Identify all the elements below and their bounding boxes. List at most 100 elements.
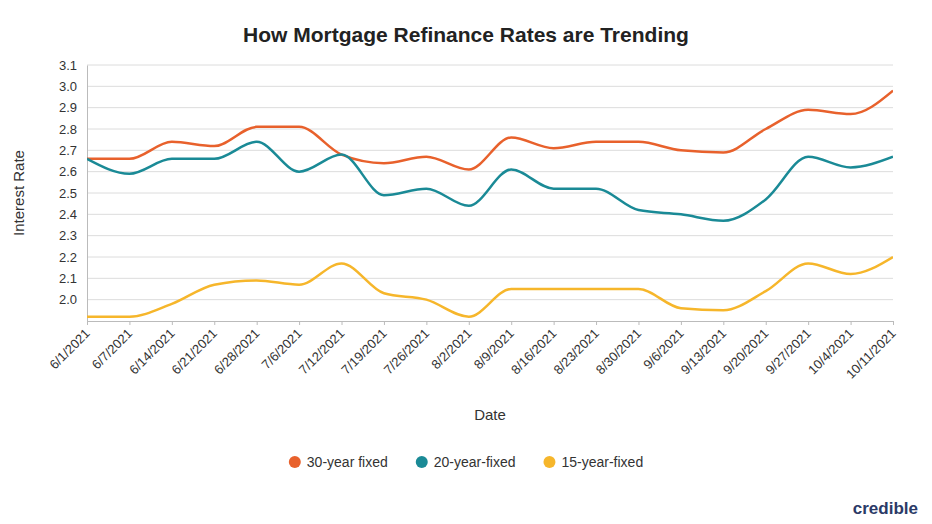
x-tick: 8/30/2021 bbox=[593, 321, 645, 377]
legend-item: 20-year-fixed bbox=[416, 454, 516, 470]
x-tick-mark bbox=[893, 321, 894, 325]
x-tick-label: 8/23/2021 bbox=[550, 326, 602, 378]
x-tick-mark bbox=[511, 321, 512, 325]
annotation: credible bbox=[853, 499, 918, 518]
y-tick: 2.9 bbox=[59, 100, 87, 115]
y-tick-label: 2.0 bbox=[59, 292, 77, 307]
x-tick-mark bbox=[851, 321, 852, 325]
legend-label: 15-year-fixed bbox=[561, 454, 643, 470]
y-tick: 3.1 bbox=[59, 58, 87, 73]
chart: 2.0 2.1 2.2 2.3 2.4 2.5 2.6 2.7 2.8 2.9 3.0 3.1 6/1/… bbox=[0, 0, 932, 524]
legend-item: 30-year fixed bbox=[289, 454, 388, 470]
y-tick: 2.1 bbox=[59, 271, 87, 286]
x-tick: 7/26/2021 bbox=[381, 321, 433, 377]
x-tick-label: 9/13/2021 bbox=[678, 326, 730, 378]
y-axis-title: Interest Rate bbox=[10, 150, 27, 236]
y-tick: 2.3 bbox=[59, 228, 87, 243]
x-tick-mark bbox=[808, 321, 809, 325]
y-tick: 2.6 bbox=[59, 164, 87, 179]
y-tick-label: 2.3 bbox=[59, 228, 77, 243]
grid-line bbox=[87, 150, 893, 151]
legend-label: 20-year-fixed bbox=[434, 454, 516, 470]
x-tick-mark bbox=[257, 321, 258, 325]
legend-label: 30-year fixed bbox=[307, 454, 388, 470]
y-tick-label: 2.9 bbox=[59, 100, 77, 115]
y-tick-label: 2.4 bbox=[59, 207, 77, 222]
x-tick-label: 6/28/2021 bbox=[211, 326, 263, 378]
x-tick: 10/11/2021 bbox=[843, 321, 899, 382]
x-tick-mark bbox=[172, 321, 173, 325]
x-axis-line bbox=[88, 321, 894, 322]
x-tick-label: 9/20/2021 bbox=[720, 326, 772, 378]
y-axis: 2.0 2.1 2.2 2.3 2.4 2.5 2.6 2.7 2.8 2.9 3.0 3.1 bbox=[59, 58, 88, 322]
y-tick-label: 2.6 bbox=[59, 164, 77, 179]
y-tick-label: 2.8 bbox=[59, 122, 77, 137]
y-tick: 3.0 bbox=[59, 79, 87, 94]
y-tick: 2.4 bbox=[59, 207, 87, 222]
x-tick-label: 10/11/2021 bbox=[843, 326, 899, 382]
grid-line bbox=[87, 278, 893, 279]
legend-marker bbox=[543, 456, 555, 468]
plot: 2.0 2.1 2.2 2.3 2.4 2.5 2.6 2.7 2.8 2.9 3.0 3.1 6/1/… bbox=[46, 58, 898, 382]
grid-line bbox=[87, 65, 893, 66]
x-tick: 6/1/2021 bbox=[46, 321, 92, 372]
series-line bbox=[87, 142, 893, 221]
x-tick-label: 7/26/2021 bbox=[381, 326, 433, 378]
x-tick-label: 8/2/2021 bbox=[428, 326, 474, 372]
y-tick-label: 2.2 bbox=[59, 250, 77, 265]
y-tick-label: 2.5 bbox=[59, 186, 77, 201]
y-tick: 2.2 bbox=[59, 250, 87, 265]
x-tick-mark bbox=[214, 321, 215, 325]
x-tick: 6/28/2021 bbox=[211, 321, 263, 377]
x-tick-label: 6/14/2021 bbox=[126, 326, 178, 378]
y-tick-label: 2.1 bbox=[59, 271, 77, 286]
grid-line bbox=[87, 171, 893, 172]
x-tick-label: 8/30/2021 bbox=[593, 326, 645, 378]
x-tick-mark bbox=[638, 321, 639, 325]
y-tick-label: 3.1 bbox=[59, 58, 77, 73]
x-tick: 8/2/2021 bbox=[428, 321, 474, 372]
x-tick-label: 7/19/2021 bbox=[338, 326, 390, 378]
x-axis-title: Date bbox=[474, 406, 506, 423]
x-tick-mark bbox=[596, 321, 597, 325]
x-tick-label: 7/12/2021 bbox=[296, 326, 348, 378]
x-tick-mark bbox=[554, 321, 555, 325]
grid-line bbox=[87, 129, 893, 130]
x-tick-mark bbox=[766, 321, 767, 325]
grid-line bbox=[87, 235, 893, 236]
x-tick-mark bbox=[87, 321, 88, 325]
y-tick-label: 2.7 bbox=[59, 143, 77, 158]
series-line bbox=[87, 257, 893, 317]
legend-item: 15-year-fixed bbox=[543, 454, 643, 470]
y-tick: 2.5 bbox=[59, 186, 87, 201]
x-tick-mark bbox=[342, 321, 343, 325]
grid-line bbox=[87, 299, 893, 300]
legend-marker bbox=[289, 456, 301, 468]
x-tick-mark bbox=[426, 321, 427, 325]
x-axis: 6/1/20216/7/20216/14/20216/21/20216/28/2… bbox=[46, 321, 898, 382]
x-tick-mark bbox=[723, 321, 724, 325]
y-tick: 2.7 bbox=[59, 143, 87, 158]
x-tick-label: 6/21/2021 bbox=[169, 326, 221, 378]
lines bbox=[87, 91, 893, 317]
x-tick-mark bbox=[384, 321, 385, 325]
title: How Mortgage Refinance Rates are Trendin… bbox=[243, 23, 689, 46]
grid-line bbox=[87, 214, 893, 215]
x-tick-mark bbox=[299, 321, 300, 325]
y-axis-line bbox=[87, 66, 88, 322]
grid-line bbox=[87, 257, 893, 258]
x-tick-mark bbox=[469, 321, 470, 325]
grid-line bbox=[87, 86, 893, 87]
grid bbox=[87, 65, 893, 300]
x-tick-mark bbox=[681, 321, 682, 325]
x-tick-label: 8/16/2021 bbox=[508, 326, 560, 378]
legend-marker bbox=[416, 456, 428, 468]
x-tick-label: 6/1/2021 bbox=[46, 326, 92, 372]
y-tick-label: 3.0 bbox=[59, 79, 77, 94]
y-tick: 2.0 bbox=[59, 292, 87, 307]
legend: 30-year fixed 20-year-fixed 15-year-fixed bbox=[289, 454, 643, 470]
x-tick-mark bbox=[129, 321, 130, 325]
grid-line bbox=[87, 107, 893, 108]
y-tick: 2.8 bbox=[59, 122, 87, 137]
x-tick-label: 9/27/2021 bbox=[762, 326, 814, 378]
